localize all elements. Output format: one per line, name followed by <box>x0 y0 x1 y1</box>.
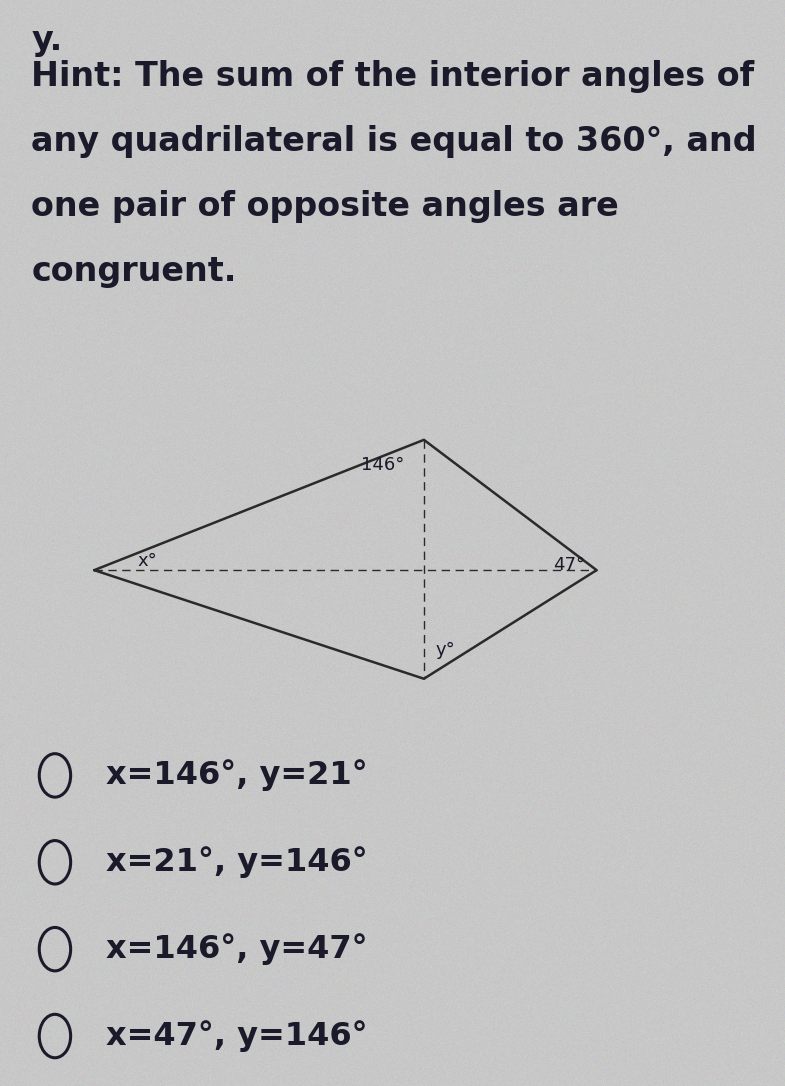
Text: one pair of opposite angles are: one pair of opposite angles are <box>31 190 619 223</box>
Text: y.: y. <box>31 24 63 56</box>
Text: x=21°, y=146°: x=21°, y=146° <box>106 846 367 879</box>
Text: congruent.: congruent. <box>31 255 237 288</box>
Text: x°: x° <box>137 553 157 570</box>
Text: x=146°, y=21°: x=146°, y=21° <box>106 759 367 792</box>
Text: y°: y° <box>436 641 455 659</box>
Text: any quadrilateral is equal to 360°, and: any quadrilateral is equal to 360°, and <box>31 125 757 157</box>
Text: x=47°, y=146°: x=47°, y=146° <box>106 1020 367 1052</box>
Text: 146°: 146° <box>361 456 404 475</box>
Text: Hint: The sum of the interior angles of: Hint: The sum of the interior angles of <box>31 60 754 92</box>
Text: x=146°, y=47°: x=146°, y=47° <box>106 933 367 965</box>
Text: 47°: 47° <box>553 556 585 573</box>
